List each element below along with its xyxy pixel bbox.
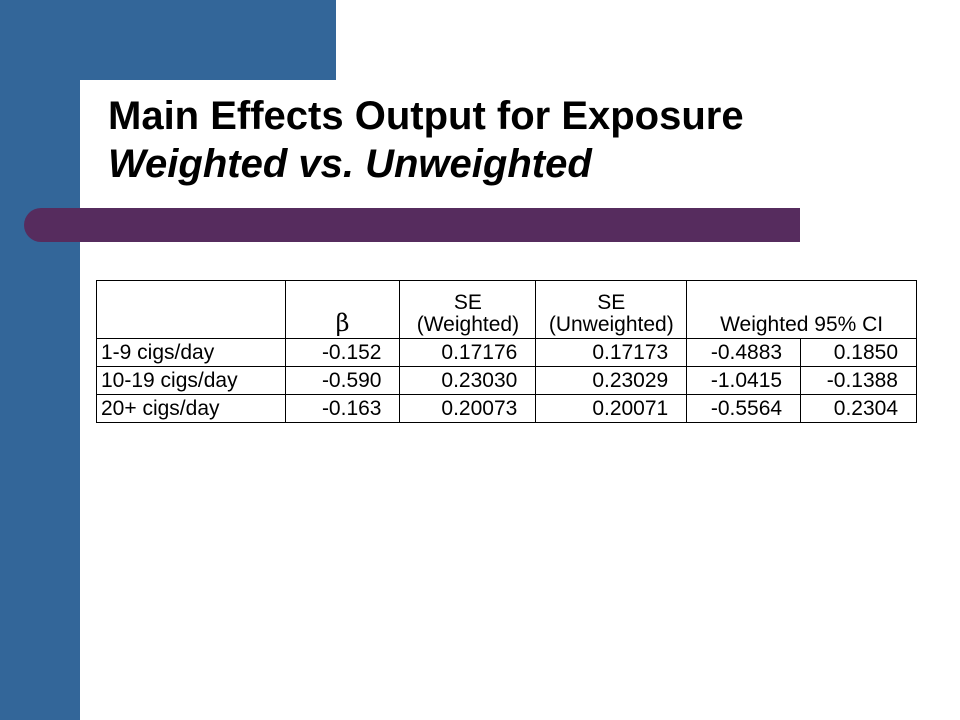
table-header-row: β SE (Weighted) SE (Unweighted) Weighted 9… — [96, 280, 917, 339]
se-unweighted-value: 0.17173 — [535, 338, 688, 367]
ci-upper-value: 0.2304 — [800, 394, 917, 423]
row-label: 10-19 cigs/day — [96, 366, 286, 395]
title-line-1: Main Effects Output for Exposure — [108, 94, 744, 138]
beta-value: -0.163 — [284, 394, 401, 423]
table-row: 10-19 cigs/day -0.590 0.23030 0.23029 -1… — [96, 366, 917, 395]
title-divider-bar — [24, 208, 800, 242]
se-weighted-value: 0.20073 — [399, 394, 537, 423]
ci-lower-value: -0.4883 — [686, 338, 802, 367]
header-empty-cell — [96, 280, 286, 339]
beta-value: -0.152 — [284, 338, 401, 367]
ci-upper-value: 0.1850 — [800, 338, 917, 367]
ci-lower-value: -0.5564 — [686, 394, 802, 423]
se-weighted-value: 0.23030 — [399, 366, 537, 395]
slide-title: Main Effects Output for Exposure Weighte… — [108, 92, 928, 188]
se-unweighted-value: 0.23029 — [535, 366, 688, 395]
header-se-weighted: SE (Weighted) — [399, 280, 537, 339]
se-weighted-value: 0.17176 — [399, 338, 537, 367]
title-line-2: Weighted vs. Unweighted — [108, 142, 592, 186]
ci-upper-value: -0.1388 — [800, 366, 917, 395]
se-unweighted-value: 0.20071 — [535, 394, 688, 423]
top-accent-band — [0, 0, 336, 80]
header-weighted-ci: Weighted 95% CI — [686, 280, 917, 339]
row-label: 1-9 cigs/day — [96, 338, 286, 367]
left-accent-band — [0, 0, 80, 720]
table-row: 20+ cigs/day -0.163 0.20073 0.20071 -0.5… — [96, 394, 917, 423]
table-row: 1-9 cigs/day -0.152 0.17176 0.17173 -0.4… — [96, 338, 917, 367]
row-label: 20+ cigs/day — [96, 394, 286, 423]
beta-value: -0.590 — [284, 366, 401, 395]
header-se-unweighted: SE (Unweighted) — [535, 280, 688, 339]
ci-lower-value: -1.0415 — [686, 366, 802, 395]
header-beta: β — [284, 280, 401, 339]
results-table: β SE (Weighted) SE (Unweighted) Weighted 9… — [96, 280, 917, 423]
